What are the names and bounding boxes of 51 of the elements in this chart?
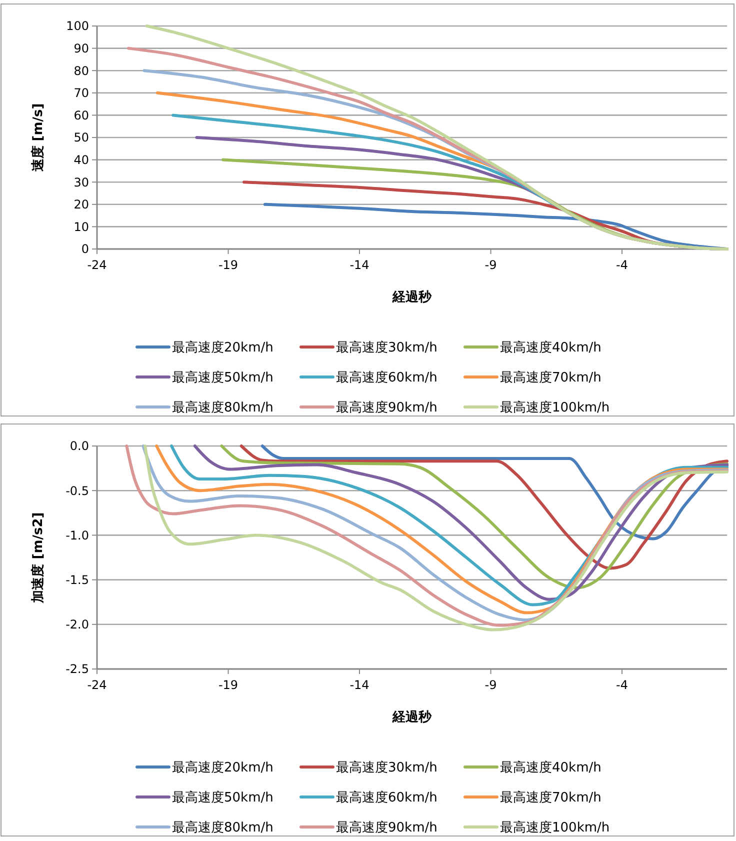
line-series xyxy=(260,444,728,540)
y-tick-label: 20 xyxy=(74,198,89,212)
y-tick-label: -0.5 xyxy=(66,484,89,498)
x-tick-label: -19 xyxy=(218,258,238,272)
x-tick-label: -4 xyxy=(616,258,628,272)
legend-label: 最高速度90km/h xyxy=(336,820,438,836)
x-axis-title: 経過秒 xyxy=(392,710,432,725)
legend-label: 最高速度60km/h xyxy=(336,370,438,386)
x-tick-label: -4 xyxy=(616,678,628,692)
legend-label: 最高速度70km/h xyxy=(500,790,602,806)
y-tick-label: 90 xyxy=(74,42,89,56)
x-tick-label: -14 xyxy=(350,258,370,272)
y-tick-label: 10 xyxy=(74,220,89,234)
legend-label: 最高速度80km/h xyxy=(172,400,274,416)
x-axis-title: 経過秒 xyxy=(392,290,432,305)
line-series xyxy=(240,444,728,570)
legend-label: 最高速度40km/h xyxy=(500,760,602,776)
legend-label: 最高速度50km/h xyxy=(172,790,274,806)
legend-label: 最高速度80km/h xyxy=(172,820,274,836)
y-axis-title: 速度 [m/s] xyxy=(30,103,46,172)
x-tick-label: -9 xyxy=(484,678,497,692)
y-tick-label: -2.5 xyxy=(66,662,89,676)
y-tick-label: 50 xyxy=(74,130,89,145)
legend-label: 最高速度30km/h xyxy=(336,340,438,356)
y-tick-label: 0 xyxy=(81,242,89,256)
y-tick-label: 80 xyxy=(74,64,89,78)
y-tick-label: 70 xyxy=(74,86,89,100)
x-tick-label: -19 xyxy=(218,678,238,692)
y-tick-label: -1.5 xyxy=(66,573,89,587)
y-tick-label: 30 xyxy=(74,175,89,190)
x-tick-label: -14 xyxy=(350,678,370,692)
legend-label: 最高速度30km/h xyxy=(336,760,438,776)
legend-label: 最高速度70km/h xyxy=(500,370,602,386)
legend-label: 最高速度20km/h xyxy=(172,340,274,356)
legend-label: 最高速度20km/h xyxy=(172,760,274,776)
y-tick-label: 0.0 xyxy=(70,439,89,454)
legend-label: 最高速度60km/h xyxy=(336,790,438,806)
x-tick-label: -9 xyxy=(484,258,497,272)
y-tick-label: -2.0 xyxy=(66,618,89,632)
x-tick-label: -24 xyxy=(87,678,107,692)
x-tick-label: -24 xyxy=(87,258,107,272)
y-tick-label: 100 xyxy=(66,19,89,34)
y-tick-label: 60 xyxy=(74,108,89,122)
y-tick-label: -1.0 xyxy=(66,528,89,542)
legend-label: 最高速度40km/h xyxy=(500,340,602,356)
legend-label: 最高速度90km/h xyxy=(336,400,438,416)
legend-label: 最高速度50km/h xyxy=(172,370,274,386)
y-tick-label: 40 xyxy=(74,153,89,167)
legend-label: 最高速度100km/h xyxy=(500,400,610,416)
y-axis-title: 加速度 [m/s2] xyxy=(30,512,46,604)
legend-label: 最高速度100km/h xyxy=(500,820,610,836)
